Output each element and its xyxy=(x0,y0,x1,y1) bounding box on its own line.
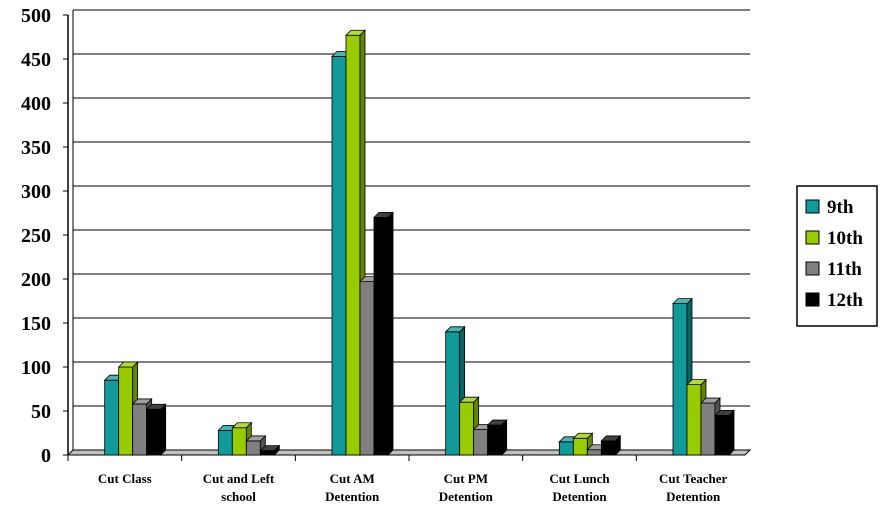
x-tick-label: Detention xyxy=(552,489,607,504)
bar-front xyxy=(331,55,347,456)
bar-front xyxy=(572,437,588,456)
bar-front xyxy=(118,366,134,456)
bar-front xyxy=(259,450,275,456)
bar-top xyxy=(117,361,139,368)
x-tick-label: Detention xyxy=(439,489,494,504)
x-tick-label: Detention xyxy=(325,489,380,504)
floor-plane xyxy=(66,449,752,456)
bar-top xyxy=(145,403,167,410)
legend-swatch xyxy=(805,292,820,307)
bar-top xyxy=(231,422,253,429)
y-tick-label: 0 xyxy=(41,445,51,467)
x-tick-label: Cut and Left xyxy=(203,471,275,486)
bar xyxy=(486,419,508,456)
bar-top xyxy=(131,398,153,405)
bar-front xyxy=(132,403,148,456)
bar-front xyxy=(558,441,574,456)
bar-front xyxy=(146,408,162,456)
bar-front xyxy=(487,424,503,456)
legend-swatch xyxy=(805,261,820,276)
y-axis-tick-labels: 0 50 100 150 200 250 300 350 400 450 500 xyxy=(21,5,51,467)
axes xyxy=(63,10,637,461)
bar-top xyxy=(486,419,508,426)
y-tick-label: 100 xyxy=(21,357,51,379)
legend-swatch xyxy=(805,199,820,214)
y-tick-label: 450 xyxy=(21,49,51,71)
bar-front xyxy=(473,429,489,456)
y-tick-label: 150 xyxy=(21,313,51,335)
bar-top xyxy=(373,211,394,218)
legend-label: 12th xyxy=(827,290,863,311)
bar-top xyxy=(444,326,466,333)
x-tick-label: school xyxy=(221,489,256,504)
legend: 9th 10th 11th 12th xyxy=(796,185,878,327)
bar-front xyxy=(700,402,716,456)
bar xyxy=(700,397,721,456)
bar-front xyxy=(359,281,375,456)
bar xyxy=(373,211,394,456)
bar xyxy=(600,434,622,456)
bar xyxy=(259,444,281,456)
legend-swatch xyxy=(805,230,820,245)
x-tick-label: Cut AM xyxy=(330,471,375,486)
bar-top xyxy=(259,445,281,452)
bar-front xyxy=(459,401,475,456)
y-tick-label: 250 xyxy=(21,225,51,247)
bar-front xyxy=(217,429,233,456)
x-tick-label: Cut PM xyxy=(444,471,488,486)
bar-top xyxy=(714,409,735,416)
bar-front xyxy=(672,303,688,456)
y-tick-label: 400 xyxy=(21,93,51,115)
bar-front xyxy=(586,449,602,456)
legend-label: 9th xyxy=(827,197,854,218)
x-tick-label: Cut Teacher xyxy=(659,471,727,486)
bar-side xyxy=(387,211,394,456)
x-axis-tick-labels: Cut Class Cut and Left school Cut AM Detenti… xyxy=(98,471,728,504)
bar-side xyxy=(728,409,735,456)
bar-top xyxy=(700,397,721,404)
bar-top xyxy=(686,379,707,386)
bar-front xyxy=(373,216,389,456)
x-tick-label: Cut Lunch xyxy=(549,471,610,486)
bar-top xyxy=(572,432,594,439)
bars xyxy=(103,29,735,456)
bar-top xyxy=(600,435,622,442)
x-tick-label: Cut Class xyxy=(98,471,152,486)
bar xyxy=(145,403,167,456)
y-tick-label: 350 xyxy=(21,137,51,159)
y-tick-label: 200 xyxy=(21,269,51,291)
bar-front xyxy=(714,414,730,456)
bar-side xyxy=(501,419,508,456)
y-tick-label: 500 xyxy=(21,5,51,27)
bar-front xyxy=(345,34,361,456)
bar-top xyxy=(672,298,693,305)
legend-label: 10th xyxy=(827,228,863,249)
bar-front xyxy=(686,384,702,456)
bar-front xyxy=(245,440,261,456)
x-tick-label: Detention xyxy=(666,489,721,504)
bar-top xyxy=(345,29,366,36)
legend-label: 11th xyxy=(827,259,862,280)
bar-top xyxy=(458,396,480,403)
bar-side xyxy=(160,403,167,456)
grid-lines xyxy=(73,9,750,407)
bar-top xyxy=(245,435,267,442)
y-tick-label: 300 xyxy=(21,181,51,203)
bar-front xyxy=(104,379,120,456)
bar-front xyxy=(445,331,461,456)
bar-front xyxy=(600,440,616,456)
bar-front xyxy=(231,427,247,456)
chart-floor xyxy=(66,449,752,456)
bar xyxy=(245,434,267,456)
y-tick-label: 50 xyxy=(31,401,51,423)
bar xyxy=(714,409,735,456)
